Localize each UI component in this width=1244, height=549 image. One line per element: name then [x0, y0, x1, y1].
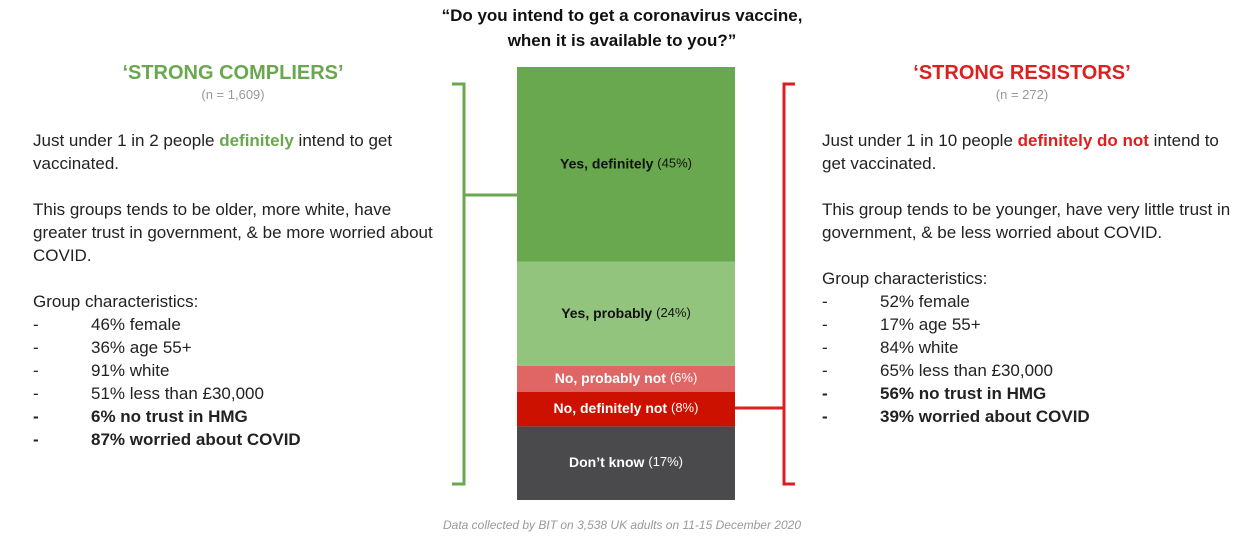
panel-title: ‘STRONG COMPLIERS’ [122, 62, 344, 84]
text: Just under 1 in 2 people [33, 131, 220, 150]
bracket [452, 82, 517, 486]
text: intend to get vaccinated. [822, 131, 1219, 173]
item-text: 17% age 55+ [880, 315, 981, 334]
item-text: 51% less than £30,000 [91, 384, 264, 403]
paragraph: Just under 1 in 10 people definitely do … [822, 129, 1232, 175]
chart-title: when it is available to you?” [507, 31, 737, 50]
paragraph: This group tends to be younger, have ver… [822, 198, 1232, 244]
bar-segment [517, 67, 735, 262]
item-text: 46% female [91, 315, 181, 334]
text: Group characteristics: [822, 269, 988, 288]
list-item: 6% no trust in HMG [33, 405, 443, 428]
list-item: 56% no trust in HMG [822, 382, 1232, 405]
paragraph: Group characteristics: [822, 267, 1232, 290]
list-item: 51% less than £30,000 [33, 382, 443, 405]
emphasis: definitely do not [1017, 131, 1149, 150]
bar-segment [517, 426, 735, 500]
panel-title: ‘STRONG RESISTORS’ [913, 62, 1131, 84]
item-text: 87% worried about COVID [91, 430, 301, 449]
segment-label: Don’t know (17%) [569, 454, 683, 470]
bar-segment [517, 365, 735, 392]
list-item: 52% female [822, 290, 1232, 313]
paragraph: This groups tends to be older, more whit… [33, 198, 443, 267]
chart-title: “Do you intend to get a coronavirus vacc… [441, 6, 803, 25]
bracket [735, 82, 795, 486]
segment-name: No, probably not [555, 369, 667, 385]
text: intend to get vaccinated. [33, 131, 393, 173]
text: This group tends to be younger, have ver… [822, 200, 1231, 242]
list-item: 65% less than £30,000 [822, 359, 1232, 382]
segment-name: Yes, probably [561, 305, 652, 321]
segment-value: (45%) [657, 156, 692, 171]
segment-name: No, definitely not [554, 400, 668, 416]
list-item: 84% white [822, 336, 1232, 359]
item-text: 91% white [91, 361, 170, 380]
item-text: 6% no trust in HMG [91, 407, 248, 426]
bar-segment [517, 391, 735, 427]
item-text: 39% worried about COVID [880, 407, 1090, 426]
list-item: 39% worried about COVID [822, 405, 1232, 428]
text: Just under 1 in 10 people [822, 131, 1018, 150]
panel-n: (n = 272) [995, 87, 1049, 102]
list-item: 46% female [33, 313, 443, 336]
item-text: 56% no trust in HMG [880, 384, 1047, 403]
panel-n: (n = 1,609) [201, 87, 265, 102]
list-item: 91% white [33, 359, 443, 382]
segment-name: Don’t know [569, 454, 645, 470]
paragraph: Just under 1 in 2 people definitely inte… [33, 129, 443, 175]
text: Group characteristics: [33, 292, 199, 311]
list-item: 17% age 55+ [822, 313, 1232, 336]
segment-value: (24%) [656, 305, 691, 320]
segment-value: (17%) [648, 455, 683, 470]
segment-value: (8%) [671, 401, 698, 416]
segment-label: No, probably not (6%) [555, 369, 698, 385]
segment-label: No, definitely not (8%) [554, 400, 699, 416]
list-item: 87% worried about COVID [33, 428, 443, 451]
paragraph: Group characteristics: [33, 290, 443, 313]
bar-segment [517, 261, 735, 366]
text: This groups tends to be older, more whit… [33, 200, 433, 265]
right-panel: ‘STRONG RESISTORS’ (n = 272) Just under 1 … [822, 62, 1232, 428]
segment-label: Yes, definitely (45%) [560, 155, 692, 171]
left-panel: ‘STRONG COMPLIERS’ (n = 1,609) Just under … [33, 62, 443, 451]
emphasis: definitely [219, 131, 294, 150]
item-text: 65% less than £30,000 [880, 361, 1053, 380]
segment-name: Yes, definitely [560, 155, 654, 171]
footnote: Data collected by BIT on 3,538 UK adults… [443, 518, 801, 532]
item-text: 52% female [880, 292, 970, 311]
segment-value: (6%) [670, 370, 697, 385]
segment-label: Yes, probably (24%) [561, 305, 691, 321]
item-text: 36% age 55+ [91, 338, 192, 357]
list-item: 36% age 55+ [33, 336, 443, 359]
item-text: 84% white [880, 338, 959, 357]
